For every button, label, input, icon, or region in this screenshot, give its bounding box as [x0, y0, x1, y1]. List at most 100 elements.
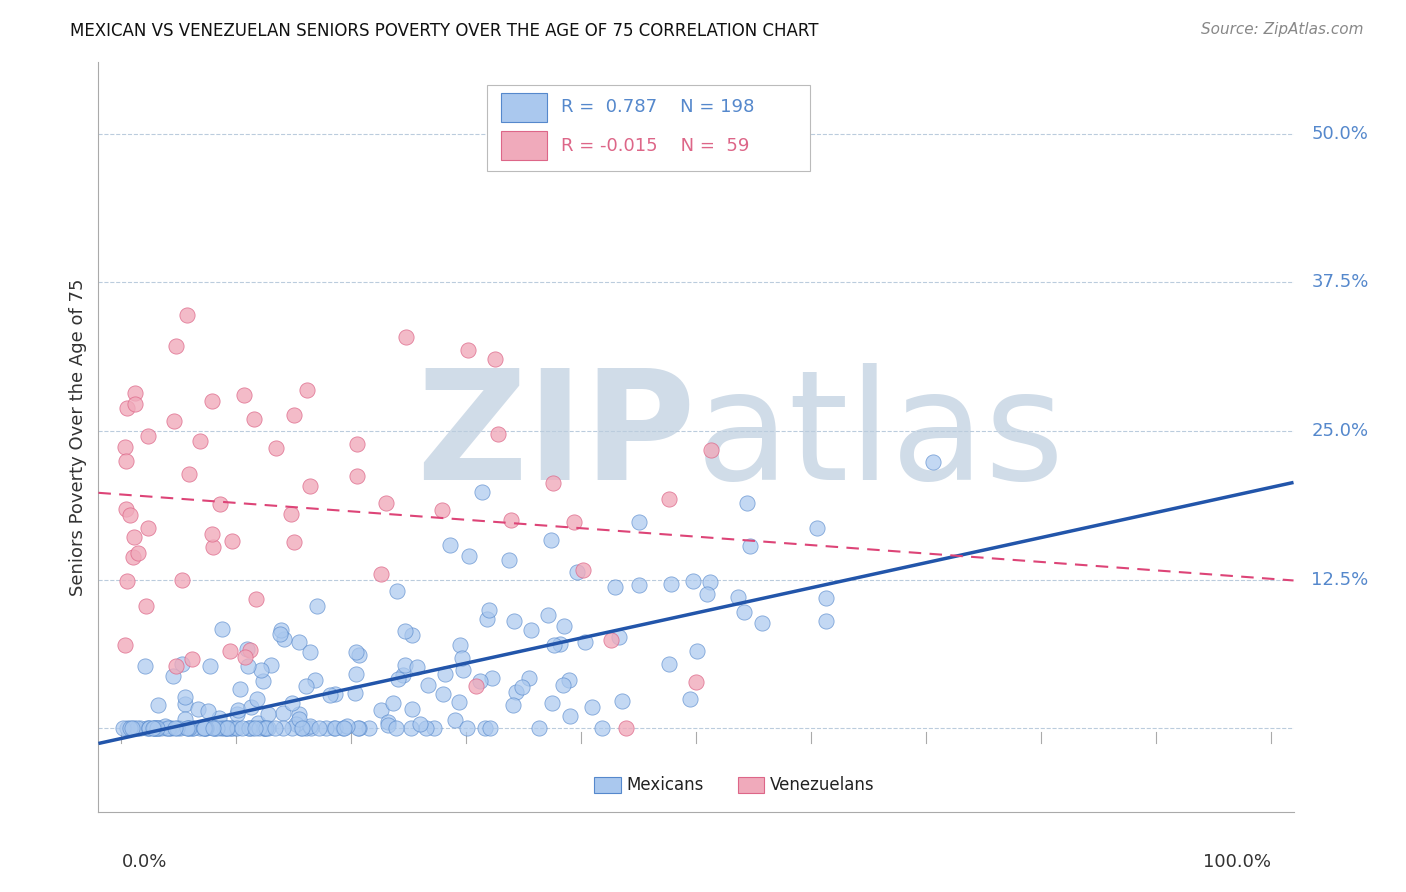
- Mexicans: [658, 657, 681, 671]
- Mexicans: [471, 485, 494, 500]
- Venezuelans: [163, 414, 186, 428]
- Mexicans: [738, 539, 761, 553]
- Mexicans: [385, 722, 408, 736]
- Venezuelans: [176, 309, 198, 323]
- Mexicans: [659, 576, 682, 591]
- Mexicans: [751, 616, 773, 631]
- Mexicans: [217, 722, 239, 736]
- Mexicans: [157, 722, 180, 736]
- Mexicans: [517, 671, 540, 685]
- Mexicans: [224, 722, 246, 736]
- Mexicans: [211, 622, 233, 636]
- Mexicans: [263, 722, 285, 736]
- Mexicans: [142, 722, 165, 736]
- Mexicans: [259, 657, 281, 672]
- Mexicans: [733, 605, 755, 619]
- Mexicans: [558, 673, 581, 688]
- Text: atlas: atlas: [696, 362, 1066, 512]
- Venezuelans: [299, 479, 322, 493]
- Mexicans: [143, 722, 166, 736]
- Mexicans: [344, 686, 367, 700]
- Mexicans: [806, 521, 828, 535]
- Mexicans: [574, 635, 596, 649]
- Venezuelans: [346, 469, 368, 483]
- Venezuelans: [699, 442, 721, 457]
- Mexicans: [541, 696, 564, 710]
- Venezuelans: [484, 351, 506, 366]
- Mexicans: [236, 642, 259, 657]
- Mexicans: [591, 722, 613, 736]
- Bar: [501, 93, 547, 121]
- Mexicans: [447, 695, 470, 709]
- Mexicans: [155, 722, 177, 736]
- Text: Source: ZipAtlas.com: Source: ZipAtlas.com: [1201, 22, 1364, 37]
- Mexicans: [581, 700, 603, 714]
- Mexicans: [257, 706, 280, 721]
- Mexicans: [474, 722, 496, 736]
- Venezuelans: [177, 467, 200, 481]
- Mexicans: [284, 716, 307, 731]
- Mexicans: [288, 635, 311, 649]
- Mexicans: [377, 715, 399, 730]
- Mexicans: [478, 722, 501, 736]
- Mexicans: [186, 702, 208, 716]
- FancyBboxPatch shape: [486, 85, 810, 171]
- Mexicans: [605, 580, 627, 594]
- Text: ZIP: ZIP: [416, 362, 696, 512]
- Venezuelans: [370, 566, 392, 581]
- Mexicans: [814, 591, 837, 605]
- Mexicans: [565, 566, 588, 580]
- Mexicans: [458, 549, 481, 563]
- Mexicans: [529, 722, 551, 736]
- Mexicans: [269, 627, 291, 641]
- Mexicans: [247, 722, 270, 736]
- Mexicans: [194, 722, 217, 736]
- Mexicans: [357, 722, 380, 736]
- Text: 12.5%: 12.5%: [1312, 571, 1368, 589]
- Mexicans: [478, 602, 501, 616]
- Venezuelans: [238, 642, 260, 657]
- Mexicans: [271, 706, 294, 720]
- Mexicans: [148, 698, 170, 713]
- Venezuelans: [283, 534, 305, 549]
- Mexicans: [173, 690, 195, 704]
- Mexicans: [209, 722, 232, 736]
- Mexicans: [336, 719, 359, 733]
- Mexicans: [193, 722, 215, 736]
- Venezuelans: [122, 549, 145, 564]
- Mexicans: [699, 574, 721, 589]
- Mexicans: [212, 722, 235, 736]
- Mexicans: [214, 722, 236, 736]
- Mexicans: [323, 722, 346, 736]
- Venezuelans: [180, 651, 202, 665]
- Mexicans: [194, 722, 217, 736]
- Mexicans: [678, 691, 700, 706]
- Mexicans: [323, 687, 346, 701]
- Mexicans: [181, 722, 204, 736]
- Venezuelans: [297, 383, 319, 397]
- Text: 0.0%: 0.0%: [121, 853, 167, 871]
- Venezuelans: [202, 541, 225, 555]
- Venezuelans: [114, 454, 136, 468]
- Text: 100.0%: 100.0%: [1202, 853, 1271, 871]
- Mexicans: [347, 722, 370, 736]
- Venezuelans: [658, 492, 681, 507]
- Mexicans: [332, 722, 354, 736]
- Mexicans: [370, 702, 392, 716]
- Mexicans: [202, 722, 225, 736]
- Venezuelans: [136, 429, 159, 443]
- Mexicans: [245, 692, 267, 706]
- Mexicans: [142, 722, 165, 736]
- Mexicans: [127, 722, 149, 736]
- Mexicans: [727, 590, 749, 604]
- Mexicans: [696, 587, 718, 601]
- Venezuelans: [562, 516, 585, 530]
- Venezuelans: [122, 531, 145, 545]
- Venezuelans: [685, 674, 707, 689]
- Mexicans: [204, 722, 226, 736]
- Mexicans: [112, 722, 135, 736]
- Mexicans: [432, 687, 454, 701]
- Mexicans: [299, 722, 322, 736]
- Mexicans: [166, 722, 188, 736]
- Venezuelans: [115, 401, 138, 415]
